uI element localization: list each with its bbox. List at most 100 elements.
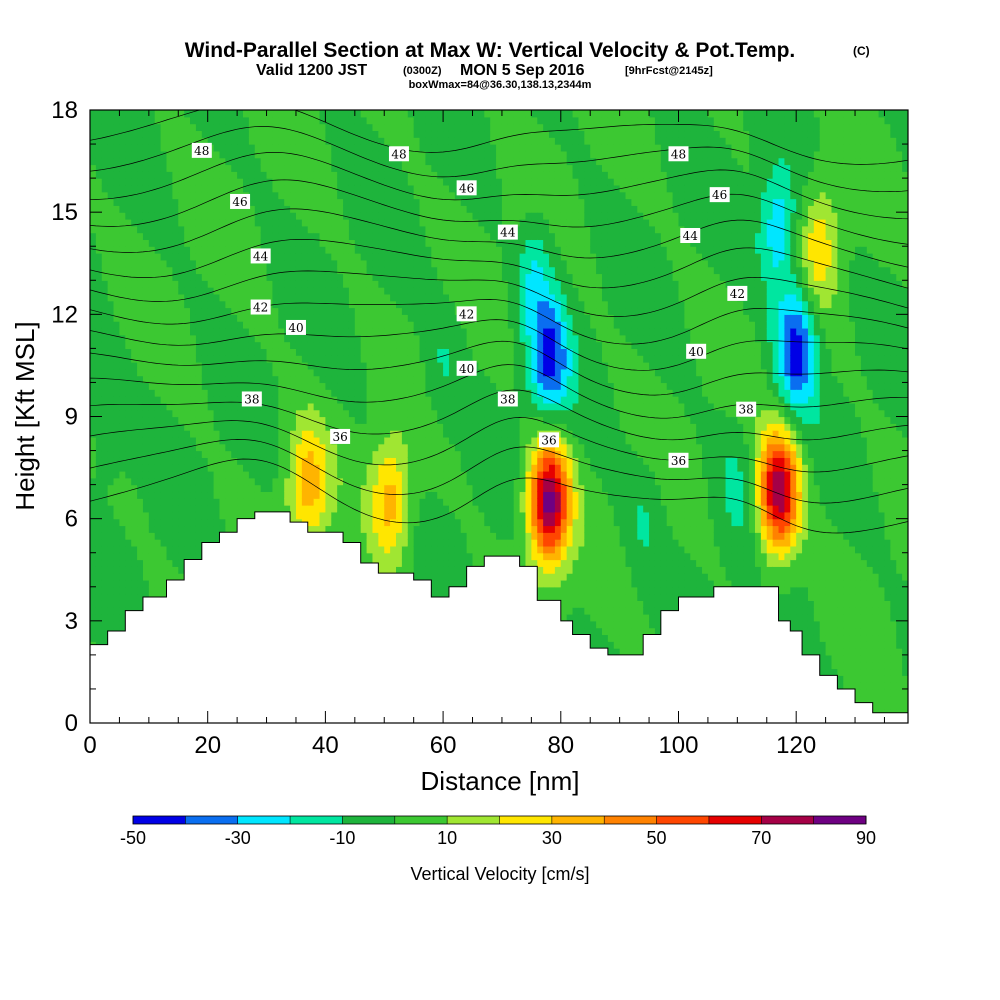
- velocity-cell: [384, 334, 391, 343]
- velocity-cell: [378, 348, 385, 356]
- velocity-cell: [260, 130, 268, 138]
- velocity-cell: [354, 259, 362, 268]
- velocity-cell: [213, 137, 221, 145]
- velocity-cell: [201, 287, 209, 295]
- velocity-cell: [166, 314, 173, 322]
- velocity-cell: [154, 491, 162, 499]
- velocity-cell: [243, 321, 250, 329]
- velocity-cell: [266, 389, 274, 397]
- velocity-cell: [195, 232, 203, 241]
- velocity-cell: [390, 116, 397, 125]
- velocity-cell: [284, 443, 291, 452]
- velocity-cell: [354, 198, 362, 206]
- velocity-cell: [213, 518, 221, 527]
- velocity-cell: [131, 266, 138, 275]
- velocity-cell: [107, 348, 115, 356]
- velocity-cell: [95, 362, 103, 370]
- velocity-cell: [272, 171, 279, 179]
- velocity-cell: [325, 470, 332, 479]
- velocity-cell: [160, 307, 168, 315]
- velocity-cell: [95, 457, 103, 465]
- velocity-cell: [160, 110, 168, 118]
- velocity-cell: [354, 157, 362, 166]
- velocity-cell: [119, 218, 126, 227]
- velocity-cell: [396, 225, 403, 234]
- velocity-cell: [290, 137, 297, 145]
- velocity-cell: [148, 552, 156, 561]
- velocity-cell: [372, 525, 379, 533]
- velocity-cell: [113, 157, 121, 166]
- velocity-cell: [172, 239, 179, 247]
- velocity-cell: [366, 505, 374, 513]
- velocity-cell: [113, 532, 121, 540]
- velocity-cell: [219, 205, 226, 213]
- velocity-cell: [90, 409, 97, 418]
- velocity-cell: [125, 545, 132, 554]
- velocity-cell: [166, 212, 173, 220]
- velocity-cell: [384, 259, 391, 268]
- velocity-cell: [172, 355, 179, 363]
- velocity-cell: [396, 505, 403, 513]
- velocity-cell: [201, 498, 209, 506]
- velocity-cell: [213, 150, 221, 159]
- velocity-cell: [248, 191, 256, 200]
- velocity-cell: [125, 409, 132, 418]
- velocity-cell: [307, 287, 315, 295]
- velocity-cell: [278, 307, 285, 315]
- velocity-cell: [278, 443, 285, 452]
- velocity-cell: [343, 157, 350, 166]
- velocity-cell: [278, 253, 285, 261]
- velocity-cell: [219, 123, 226, 132]
- velocity-cell: [248, 157, 256, 166]
- velocity-cell: [225, 266, 232, 275]
- velocity-cell: [354, 287, 362, 295]
- velocity-cell: [137, 552, 144, 561]
- velocity-cell: [148, 470, 156, 479]
- velocity-cell: [343, 505, 350, 513]
- velocity-cell: [378, 396, 385, 404]
- velocity-cell: [131, 184, 138, 193]
- velocity-cell: [272, 368, 279, 377]
- velocity-cell: [325, 205, 332, 213]
- velocity-cell: [119, 137, 126, 145]
- velocity-cell: [337, 362, 344, 370]
- velocity-cell: [172, 423, 179, 431]
- velocity-cell: [219, 314, 226, 322]
- velocity-cell: [354, 532, 362, 540]
- velocity-cell: [290, 505, 297, 513]
- velocity-cell: [390, 232, 397, 241]
- velocity-cell: [184, 477, 191, 486]
- velocity-cell: [407, 198, 415, 206]
- velocity-cell: [378, 184, 385, 193]
- velocity-cell: [119, 266, 126, 275]
- velocity-cell: [260, 375, 268, 384]
- velocity-cell: [301, 430, 309, 438]
- velocity-cell: [254, 293, 262, 302]
- velocity-cell: [90, 511, 97, 520]
- velocity-cell: [354, 470, 362, 479]
- velocity-cell: [131, 205, 138, 213]
- velocity-cell: [348, 239, 356, 247]
- velocity-cell: [384, 402, 391, 411]
- velocity-cell: [290, 157, 297, 166]
- velocity-cell: [107, 150, 115, 159]
- velocity-cell: [348, 232, 356, 241]
- velocity-cell: [266, 130, 274, 138]
- velocity-cell: [207, 171, 215, 179]
- velocity-cell: [90, 375, 97, 384]
- velocity-cell: [125, 287, 132, 295]
- velocity-cell: [190, 368, 197, 377]
- velocity-cell: [390, 171, 397, 179]
- velocity-cell: [248, 443, 256, 452]
- velocity-cell: [231, 355, 238, 363]
- velocity-cell: [142, 212, 150, 220]
- velocity-cell: [307, 110, 315, 118]
- velocity-cell: [401, 191, 409, 200]
- velocity-cell: [354, 355, 362, 363]
- velocity-cell: [195, 110, 203, 118]
- velocity-cell: [384, 436, 391, 445]
- velocity-cell: [95, 430, 103, 438]
- velocity-cell: [272, 293, 279, 302]
- velocity-cell: [254, 491, 262, 499]
- velocity-cell: [142, 423, 150, 431]
